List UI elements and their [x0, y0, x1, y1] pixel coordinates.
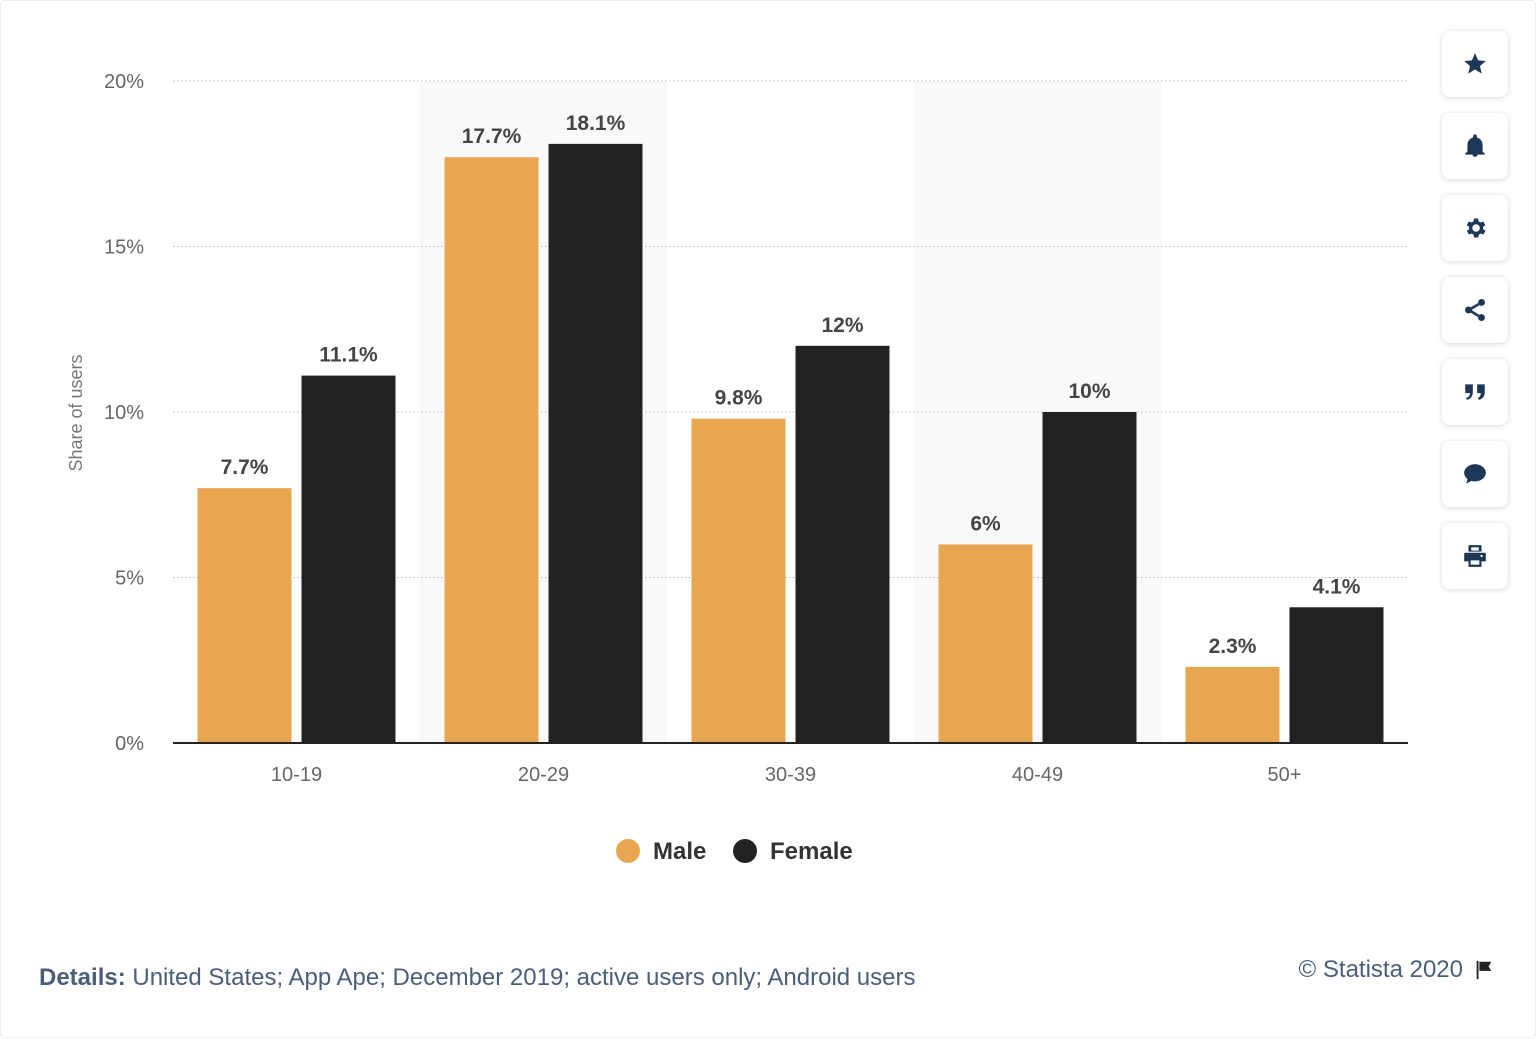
data-label: 6%: [970, 512, 1001, 535]
bell-icon: [1465, 134, 1485, 157]
bar-female[interactable]: [795, 345, 890, 743]
data-label: 4.1%: [1313, 575, 1361, 598]
legend-label-male[interactable]: Male: [653, 838, 706, 865]
y-tick-label: 20%: [104, 71, 144, 93]
details-label: Details:: [39, 964, 126, 991]
gridlines: [173, 80, 1408, 578]
bar-male[interactable]: [444, 157, 539, 743]
y-axis-label: Share of users: [66, 354, 86, 471]
settings-button[interactable]: [1442, 195, 1508, 261]
share-icon: [1465, 298, 1485, 322]
speech-bubble-icon: [1464, 464, 1486, 484]
legend-label-female[interactable]: Female: [770, 838, 853, 865]
data-label: 17.7%: [462, 125, 522, 148]
details-note: Details: United States; App Ape; Decembe…: [39, 964, 916, 992]
data-label: 12%: [821, 314, 863, 337]
printer-icon: [1464, 545, 1486, 567]
x-axis-ticks: 10-19 20-29 30-39 40-49 50+: [271, 764, 1302, 786]
x-tick-label: 30-39: [765, 764, 816, 786]
share-button[interactable]: [1442, 277, 1508, 343]
bar-male[interactable]: [691, 418, 786, 743]
flag-icon: [1476, 960, 1492, 980]
x-tick-label: 40-49: [1012, 764, 1063, 786]
comment-button[interactable]: [1442, 441, 1508, 507]
data-label: 2.3%: [1209, 635, 1257, 658]
bar-male[interactable]: [938, 544, 1033, 743]
y-tick-label: 0%: [115, 733, 144, 755]
bar-female[interactable]: [1289, 607, 1384, 743]
data-label: 9.8%: [715, 387, 763, 410]
cite-button[interactable]: [1442, 359, 1508, 425]
y-tick-label: 10%: [104, 402, 144, 424]
data-label: 10%: [1068, 380, 1110, 403]
favorite-button[interactable]: [1442, 31, 1508, 97]
star-icon: [1464, 53, 1486, 74]
x-tick-label: 20-29: [518, 764, 569, 786]
copyright-text: © Statista 2020: [1298, 956, 1463, 983]
quote-icon: [1465, 384, 1485, 400]
y-tick-label: 5%: [115, 568, 144, 590]
data-label: 18.1%: [566, 112, 626, 135]
bar-female[interactable]: [301, 375, 396, 743]
data-labels: 7.7% 11.1% 17.7% 18.1% 9.8% 12% 6% 10% 2.3% 4.1%: [221, 112, 1361, 658]
bar-male[interactable]: [1185, 666, 1280, 743]
print-button[interactable]: [1442, 523, 1508, 589]
bar-female[interactable]: [1042, 412, 1137, 743]
y-axis-ticks: 0% 5% 10% 15% 20%: [104, 71, 144, 755]
toolbar: [1442, 31, 1508, 605]
notification-button[interactable]: [1442, 113, 1508, 179]
bar-female[interactable]: [548, 143, 643, 743]
legend: Male Female: [616, 838, 853, 865]
y-tick-label: 15%: [104, 237, 144, 259]
x-tick-label: 50+: [1268, 764, 1302, 786]
bars: [197, 143, 1384, 743]
details-text: United States; App Ape; December 2019; a…: [125, 964, 916, 991]
copyright[interactable]: © Statista 2020: [1299, 956, 1495, 984]
x-tick-label: 10-19: [271, 764, 322, 786]
data-label: 11.1%: [319, 344, 378, 367]
legend-marker-female[interactable]: [733, 839, 757, 863]
gear-icon: [1466, 218, 1486, 238]
legend-marker-male[interactable]: [616, 839, 640, 863]
data-label: 7.7%: [221, 456, 269, 479]
bar-male[interactable]: [197, 488, 292, 743]
